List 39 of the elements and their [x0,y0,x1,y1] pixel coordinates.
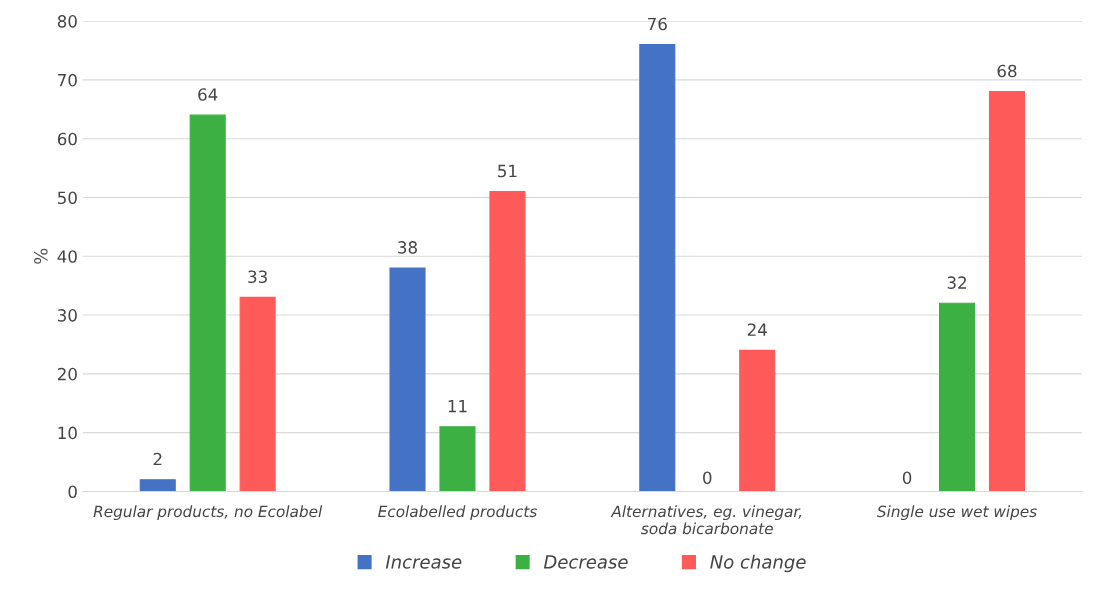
bar [139,479,176,492]
data-label: 11 [448,400,467,413]
y-tick-label: 50 [58,191,77,205]
x-tick-label: Ecolabelled products [378,505,537,521]
y-tick-label: 10 [58,426,77,440]
y-tick-label: 20 [57,367,77,381]
y-tick-label: 30 [58,309,77,322]
y-tick-label: 80 [57,15,77,28]
bar [739,349,776,492]
y-axis-title: % [34,248,48,264]
legend-label: No change [710,554,806,573]
bar [389,267,426,492]
data-label: 24 [747,323,767,336]
data-label: 38 [398,241,417,254]
bar [639,44,676,492]
x-tick-label: Single use wet wipes [876,505,1037,521]
legend-label: Decrease [543,555,628,569]
y-tick-label: 60 [57,132,77,146]
bar [938,302,976,492]
legend-label: Increase [385,555,462,569]
data-label: 2 [153,452,162,466]
y-tick-label: 70 [58,73,77,87]
bar [489,191,526,492]
data-label: 32 [947,276,966,289]
data-label: 33 [248,270,267,284]
data-label: 64 [198,88,218,101]
bar [239,296,276,492]
y-tick-label: 40 [57,250,77,263]
data-label: 51 [498,164,517,178]
y-tick-label: 0 [68,485,77,499]
data-label: 68 [997,64,1017,78]
x-tick-label: Regular products, no Ecolabel [93,505,323,521]
data-label: 76 [648,17,667,31]
data-label: 0 [902,471,912,485]
bar [988,91,1026,492]
bar [189,114,226,492]
bar [439,426,476,492]
data-label: 0 [703,471,712,485]
x-tick-label: Alternatives, eg. vinegar, soda bicarbonate [610,505,802,535]
